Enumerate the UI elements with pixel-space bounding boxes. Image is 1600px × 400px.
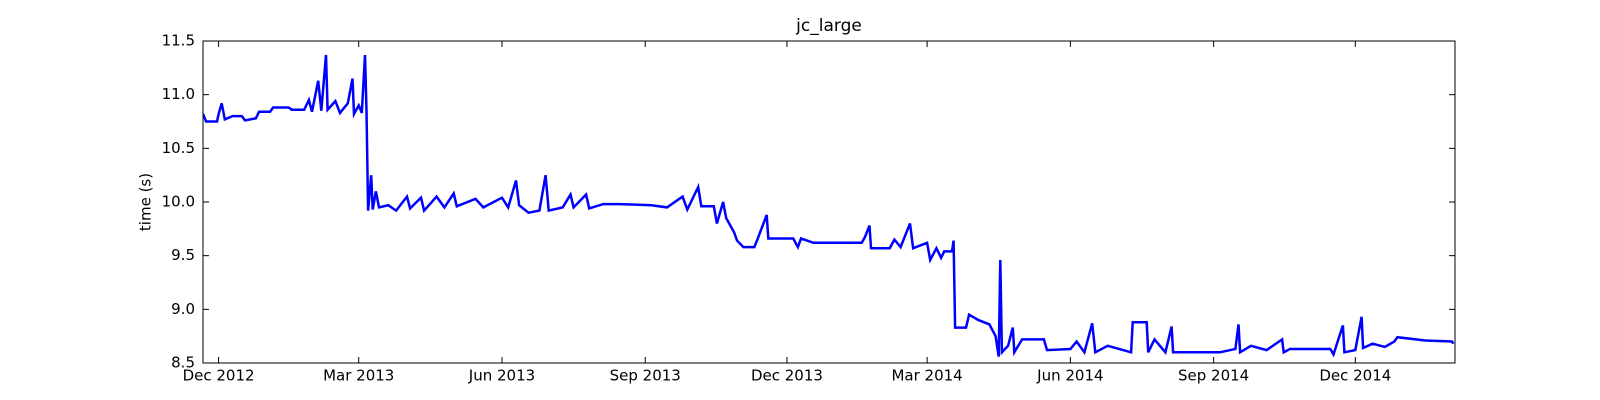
x-tick-label: Dec 2013 (751, 367, 823, 385)
x-tick-label: Dec 2014 (1319, 367, 1391, 385)
y-tick-label: 10.0 (162, 193, 195, 211)
y-tick-label: 9.5 (171, 246, 195, 264)
x-tick-label: Jun 2014 (1036, 367, 1103, 385)
x-tick-label: Dec 2012 (183, 367, 255, 385)
y-tick-label: 10.5 (162, 139, 195, 157)
plot-frame (202, 40, 1456, 364)
chart-title: jc_large (795, 16, 862, 36)
data-line (203, 54, 1455, 358)
y-tick-label: 8.5 (171, 354, 195, 372)
y-tick-label: 11.5 (162, 32, 195, 50)
x-tick-label: Sep 2013 (610, 367, 681, 385)
x-tick-label: Sep 2014 (1178, 367, 1249, 385)
x-tick-label: Mar 2013 (323, 367, 394, 385)
y-axis-label: time (s) (137, 173, 155, 231)
x-tick-label: Jun 2013 (468, 367, 535, 385)
x-tick-label: Mar 2014 (891, 367, 962, 385)
y-tick-label: 11.0 (162, 85, 195, 103)
y-tick-label: 9.0 (171, 300, 195, 318)
